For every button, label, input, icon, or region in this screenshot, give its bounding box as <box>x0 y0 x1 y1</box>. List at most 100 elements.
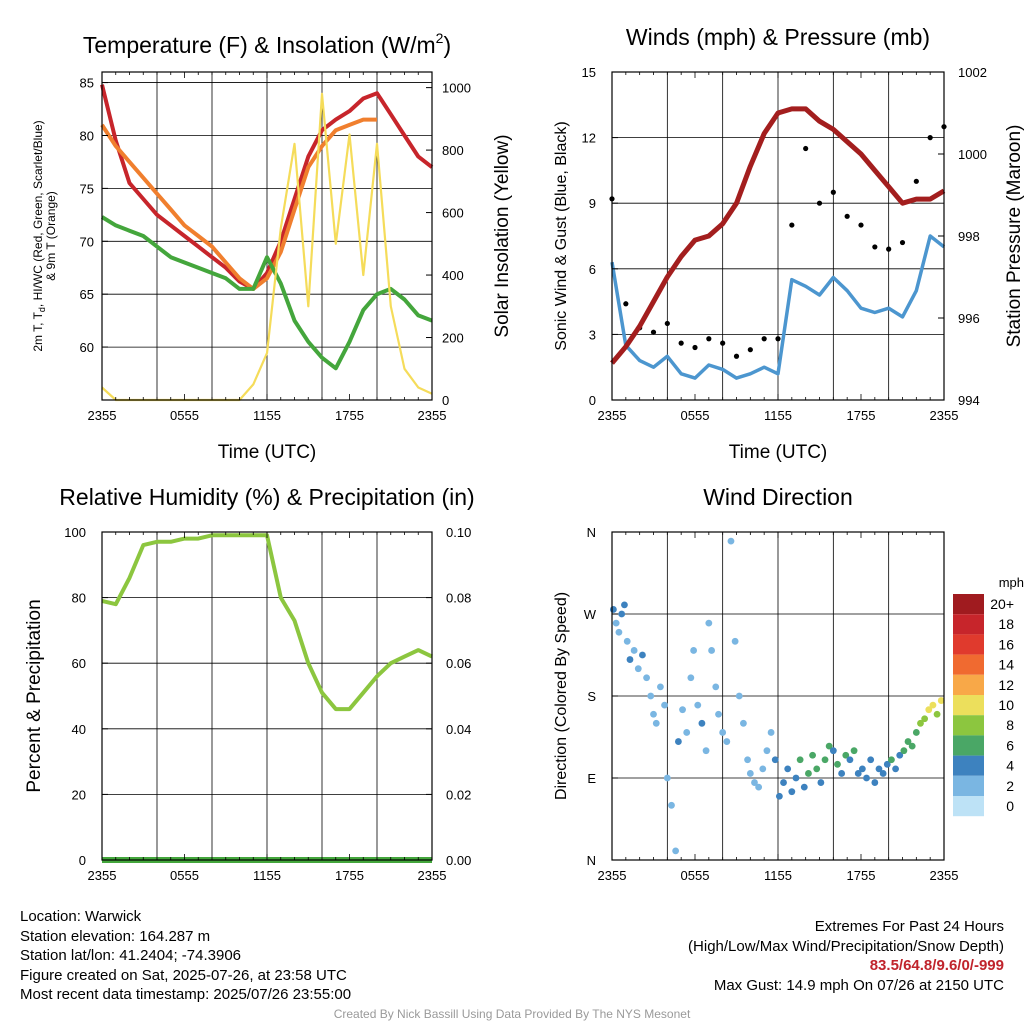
wdir-legend-label: 0 <box>1006 798 1014 814</box>
rh-y2tick-label: 0.00 <box>446 853 471 868</box>
extremes-subtitle: (High/Low/Max Wind/Precipitation/Snow De… <box>688 937 1004 955</box>
latest-timestamp: Most recent data timestamp: 2025/07/26 2… <box>20 986 352 1003</box>
wdir-legend-swatch <box>953 594 984 615</box>
winds-ytick-label: 0 <box>589 393 596 408</box>
wdir-point <box>690 647 698 654</box>
wdir-legend-label: 6 <box>1006 737 1014 753</box>
wdir-point <box>744 756 751 764</box>
wdir-ytick-label: S <box>587 689 596 704</box>
wdir-point <box>829 747 837 755</box>
wdir-point <box>715 710 722 718</box>
rh-ylabel: Percent & Precipitation <box>24 599 45 792</box>
wdir-point <box>679 706 686 714</box>
winds-gust-point <box>886 246 892 252</box>
wdir-legend-unit: mph <box>999 575 1024 590</box>
wdir-point <box>912 729 920 736</box>
wdir-point <box>858 765 866 773</box>
winds-gust-point <box>692 344 698 351</box>
wdir-xtick-label: 0555 <box>681 868 710 883</box>
rh-xtick-label: 1155 <box>253 868 281 883</box>
rh-xtick-label: 2355 <box>418 868 447 883</box>
wdir-point <box>792 774 800 782</box>
rh-xtick-label: 0555 <box>170 868 199 883</box>
wdir-point <box>917 719 924 727</box>
rh-y2tick-label: 0.04 <box>446 722 471 737</box>
wdir-point <box>871 779 879 786</box>
temp-y2tick-label: 600 <box>442 206 464 221</box>
wdir-point <box>767 729 775 736</box>
temp-y2tick-label: 200 <box>442 331 464 346</box>
temp-xtick-label: 0555 <box>170 408 199 423</box>
wdir-point <box>888 756 895 764</box>
wdir-point <box>698 719 706 727</box>
wdir-point <box>933 710 941 718</box>
wdir-point <box>663 774 671 782</box>
wdir-point <box>694 701 702 709</box>
wdir-point <box>751 779 758 786</box>
wdir-point <box>731 637 739 645</box>
temp-series-t9m <box>100 117 377 291</box>
wdir-point <box>723 738 731 745</box>
winds-gust-point <box>899 239 906 246</box>
temp-ytick-label: 80 <box>80 128 94 143</box>
wdir-legend-swatch <box>953 796 984 817</box>
temp-series-t2m <box>100 84 434 291</box>
winds-gust-point <box>720 340 726 346</box>
wdir-legend-swatch <box>953 614 984 635</box>
wdir-point <box>838 770 846 777</box>
max-gust: Max Gust: 14.9 mph On 07/26 at 2150 UTC <box>713 976 1004 994</box>
wdir-point <box>937 697 945 704</box>
wdir-point <box>683 729 691 736</box>
temp-xtick-label: 1155 <box>253 408 281 423</box>
temp-y2tick-label: 1000 <box>442 81 471 96</box>
wdir-point <box>883 760 891 768</box>
station-elevation: Station elevation: 164.287 m <box>20 927 211 945</box>
wdir-legend-swatch <box>953 755 984 776</box>
wdir-point <box>650 710 657 718</box>
winds-gust-point <box>858 222 864 228</box>
winds-y2tick-label: 998 <box>958 229 980 244</box>
wdir-legend-label: 20+ <box>990 596 1014 612</box>
wdir-point <box>712 683 720 691</box>
rh-ytick-label: 0 <box>79 853 86 868</box>
winds-title: Winds (mph) & Pressure (mb) <box>626 24 930 50</box>
rh-title: Relative Humidity (%) & Precipitation (i… <box>59 484 474 510</box>
station-location: Location: Warwick <box>20 908 142 925</box>
wdir-point <box>809 751 816 759</box>
wdir-point <box>892 765 899 773</box>
station-info: Location: Warwick Station elevation: 164… <box>20 907 351 1005</box>
wdir-point <box>652 719 660 727</box>
temp-series-td <box>100 215 433 371</box>
wdir-legend-swatch <box>953 634 984 655</box>
wdir-point <box>647 692 655 700</box>
rh-y2tick-label: 0.08 <box>446 591 471 606</box>
winds-ytick-label: 15 <box>582 65 596 80</box>
winds-y2tick-label: 1002 <box>958 65 987 80</box>
wdir-ytick-label: W <box>584 607 597 622</box>
winds-gust-point <box>913 178 919 184</box>
wdir-xtick-label: 1155 <box>764 868 792 883</box>
wdir-point <box>727 537 735 545</box>
winds-gust-point <box>789 222 795 228</box>
wdir-point <box>623 637 631 645</box>
wdir-legend-label: 18 <box>998 616 1014 632</box>
wdir-point <box>925 706 933 714</box>
temp-xlabel: Time (UTC) <box>218 442 317 463</box>
wdir-point <box>821 756 829 764</box>
wdir-xtick-label: 2355 <box>930 868 959 883</box>
wdir-point <box>854 770 862 777</box>
wdir-legend-label: 4 <box>1006 758 1014 774</box>
winds-xtick-label: 0555 <box>681 408 710 423</box>
wdir-legend-label: 12 <box>998 677 1014 693</box>
wdir-point <box>904 738 912 745</box>
wdir-point <box>825 742 833 750</box>
temp-ylabel-sub: d <box>37 307 47 312</box>
wdir-point <box>875 765 883 773</box>
wdir-point <box>615 628 623 636</box>
winds-gust-point <box>706 336 712 342</box>
winds-series-wind <box>610 234 946 380</box>
wdir-point <box>863 774 870 782</box>
wdir-point <box>668 801 675 809</box>
temp-y2tick-label: 800 <box>442 143 464 158</box>
